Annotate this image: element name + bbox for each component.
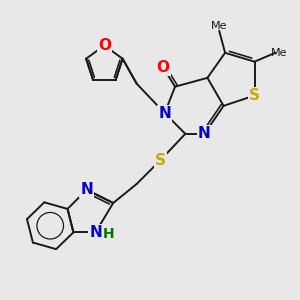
Text: Me: Me [271, 48, 288, 58]
Text: N: N [80, 182, 93, 197]
Text: O: O [98, 38, 111, 53]
Text: S: S [249, 88, 260, 103]
Text: N: N [89, 225, 102, 240]
Text: H: H [103, 227, 115, 241]
Text: N: N [158, 106, 171, 121]
Text: N: N [198, 126, 211, 141]
Text: Me: Me [211, 21, 227, 31]
Text: O: O [157, 60, 170, 75]
Text: S: S [155, 153, 166, 168]
